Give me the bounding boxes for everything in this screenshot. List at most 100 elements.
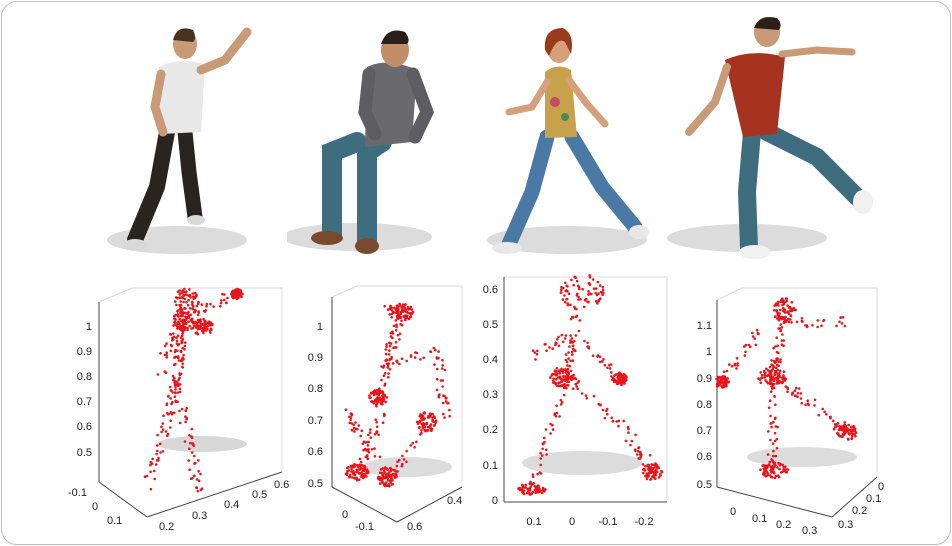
point [388, 358, 392, 361]
point [173, 314, 176, 318]
point [197, 479, 201, 483]
point [384, 481, 388, 484]
point [751, 331, 754, 335]
point [155, 452, 158, 456]
point [380, 365, 383, 368]
point [184, 341, 187, 344]
point [778, 467, 781, 471]
point [779, 358, 782, 361]
point [807, 403, 810, 407]
point [556, 338, 559, 341]
point [426, 429, 430, 432]
point [360, 429, 364, 432]
point [442, 394, 445, 397]
point [769, 376, 773, 380]
point [197, 310, 200, 313]
x-tick-label: 0.3 [192, 510, 207, 522]
point [641, 463, 645, 466]
point [162, 414, 165, 417]
point [538, 488, 541, 492]
point [181, 365, 184, 369]
point [801, 320, 804, 323]
point [624, 374, 627, 378]
x-tick-label: -0.1 [355, 521, 374, 533]
point [843, 324, 847, 328]
point [226, 296, 229, 300]
point [596, 280, 600, 284]
point [781, 463, 785, 467]
point [601, 286, 605, 289]
point [772, 420, 775, 424]
point [172, 332, 175, 335]
point [178, 409, 181, 413]
y-tick-label: 1.1 [697, 320, 712, 332]
point [601, 288, 605, 292]
point [382, 476, 385, 480]
point [386, 376, 390, 379]
pointcloud-plot-1: 1 0.9 0.8 0.7 0.6 0.5 -0.1 0 0.1 0.2 0.3… [68, 287, 289, 533]
point [767, 430, 770, 433]
point [563, 300, 567, 304]
point [199, 472, 202, 476]
point [787, 320, 791, 324]
point [411, 310, 415, 314]
point [564, 353, 568, 356]
point [775, 309, 779, 312]
x-tick-label: -0.1 [68, 487, 87, 499]
point [392, 346, 395, 350]
point [772, 449, 775, 453]
point [189, 441, 192, 445]
point [757, 332, 760, 336]
point [530, 483, 533, 486]
point [769, 465, 772, 469]
point [415, 351, 419, 355]
point [395, 346, 398, 349]
point [184, 307, 187, 310]
point [560, 401, 564, 404]
point [571, 387, 575, 390]
point [722, 370, 726, 374]
point [562, 386, 566, 390]
point [180, 308, 184, 311]
point [765, 367, 768, 371]
point [779, 471, 783, 474]
point [630, 439, 634, 443]
point [149, 463, 152, 467]
point [610, 375, 613, 378]
point [522, 486, 526, 489]
point [774, 345, 777, 348]
x-tick-label: 0 [569, 516, 575, 528]
point [645, 474, 649, 478]
point [768, 365, 772, 369]
point [409, 354, 413, 357]
point [779, 316, 782, 320]
point [389, 469, 392, 473]
point [185, 293, 188, 296]
point [780, 326, 784, 329]
point [825, 413, 828, 416]
point [398, 332, 402, 336]
point [556, 376, 560, 379]
x-tick-label: -0.2 [635, 516, 654, 528]
point [384, 400, 387, 404]
point [641, 471, 645, 475]
point [185, 406, 188, 410]
point [768, 380, 772, 383]
point [181, 337, 185, 341]
point [783, 308, 787, 312]
point [403, 314, 407, 317]
point [238, 292, 242, 295]
point [173, 317, 176, 320]
point [778, 308, 782, 312]
point [838, 320, 841, 324]
point [382, 482, 385, 485]
point [359, 434, 362, 438]
point [373, 447, 376, 450]
point [143, 475, 147, 478]
point [587, 293, 590, 296]
point [204, 321, 207, 324]
point [774, 454, 778, 458]
point [591, 278, 595, 281]
point [429, 350, 433, 354]
point [401, 462, 404, 466]
